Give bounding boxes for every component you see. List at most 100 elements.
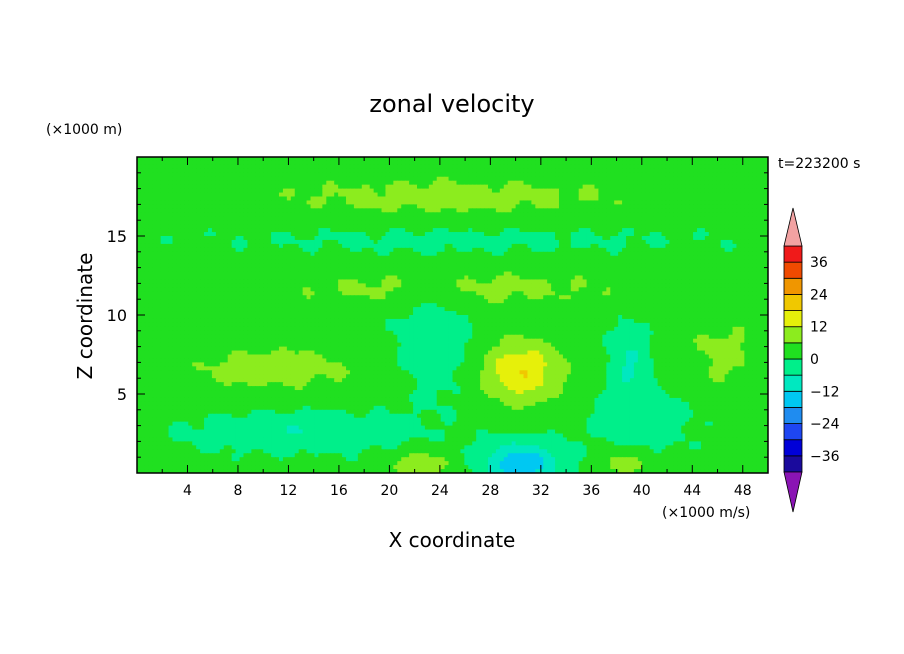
heatmap-cell (314, 224, 320, 229)
heatmap-cell (211, 180, 217, 186)
heatmap-cell (511, 188, 517, 194)
heatmap-cell (152, 279, 158, 284)
heatmap-cell (602, 263, 607, 269)
heatmap-cell (456, 188, 461, 194)
heatmap-cell (708, 168, 714, 174)
heatmap-cell (673, 251, 678, 257)
heatmap-cell (322, 157, 327, 162)
heatmap-cell (448, 180, 454, 186)
heatmap-cell (669, 212, 674, 217)
heatmap-cell (657, 188, 663, 194)
heatmap-cell (562, 271, 568, 277)
heatmap-cell (736, 259, 741, 265)
heatmap-cell (200, 259, 205, 265)
heatmap-cell (369, 243, 375, 249)
heatmap-cell (397, 188, 402, 194)
heatmap-cell (728, 275, 734, 281)
heatmap-cell (369, 247, 375, 253)
heatmap-cell (606, 267, 611, 273)
heatmap-cell (669, 271, 674, 277)
heatmap-cell (495, 224, 501, 229)
heatmap-cell (235, 251, 241, 257)
heatmap-cell (645, 184, 651, 190)
heatmap-cell (657, 212, 663, 217)
heatmap-cell (231, 251, 237, 257)
heatmap-cell (665, 220, 670, 225)
heatmap-cell (432, 255, 438, 261)
heatmap-cell (503, 168, 509, 174)
heatmap-cell (207, 157, 213, 162)
heatmap-cell (693, 188, 698, 194)
heatmap-cell (144, 212, 150, 217)
heatmap-cell (290, 251, 296, 257)
heatmap-cell (626, 271, 631, 277)
heatmap-cell (184, 220, 189, 225)
heatmap-cell (314, 180, 320, 186)
heatmap-cell (558, 176, 564, 182)
heatmap-cell (346, 208, 351, 213)
heatmap-cell (144, 267, 150, 273)
heatmap-cell (349, 220, 355, 225)
heatmap-cell (381, 259, 387, 265)
heatmap-cell (566, 232, 572, 237)
heatmap-cell (669, 192, 674, 198)
heatmap-cell (243, 259, 249, 265)
heatmap-cell (204, 200, 209, 205)
heatmap-cell (468, 188, 473, 194)
heatmap-cell (641, 236, 647, 241)
heatmap-cell (397, 172, 402, 178)
heatmap-cell (424, 176, 430, 182)
heatmap-cell (259, 196, 264, 202)
heatmap-cell (267, 172, 272, 178)
heatmap-cell (551, 196, 556, 202)
heatmap-cell (661, 267, 667, 273)
heatmap-cell (184, 247, 189, 253)
heatmap-cell (294, 164, 300, 170)
heatmap-cell (196, 168, 201, 174)
heatmap-cell (176, 208, 181, 213)
heatmap-cell (491, 247, 497, 253)
heatmap-cell (657, 236, 663, 241)
heatmap-cell (298, 239, 304, 245)
heatmap-cell (200, 212, 205, 217)
heatmap-cell (286, 228, 292, 233)
heatmap-cell (704, 247, 710, 253)
heatmap-cell (219, 271, 225, 277)
heatmap-cell (716, 216, 722, 221)
heatmap-cell (460, 247, 465, 253)
heatmap-cell (637, 160, 643, 166)
heatmap-cell (582, 164, 588, 170)
heatmap-cell (286, 220, 292, 225)
heatmap-cell (231, 212, 237, 217)
heatmap-cell (448, 200, 454, 205)
heatmap-cell (673, 160, 678, 166)
heatmap-cell (243, 192, 249, 198)
heatmap-cell (180, 279, 185, 284)
heatmap-cell (192, 263, 197, 269)
heatmap-cell (704, 168, 710, 174)
heatmap-cell (578, 188, 584, 194)
heatmap-cell (724, 255, 730, 261)
heatmap-cell (172, 255, 178, 261)
heatmap-cell (495, 263, 501, 269)
heatmap-cell (156, 164, 162, 170)
heatmap-cell (452, 188, 458, 194)
heatmap-cell (665, 168, 670, 174)
heatmap-cell (298, 196, 304, 202)
heatmap-cell (535, 212, 540, 217)
heatmap-cell (286, 212, 292, 217)
heatmap-cell (302, 236, 308, 241)
heatmap-cell (298, 200, 304, 205)
heatmap-cell (172, 164, 178, 170)
heatmap-cell (377, 160, 383, 166)
heatmap-cell (271, 224, 276, 229)
heatmap-cell (551, 176, 556, 182)
heatmap-cell (657, 157, 663, 162)
heatmap-cell (476, 243, 481, 249)
heatmap-cell (519, 271, 525, 277)
heatmap-cell (472, 271, 477, 277)
heatmap-cell (744, 172, 749, 178)
heatmap-cell (491, 196, 497, 202)
heatmap-cell (649, 216, 655, 221)
heatmap-cell (263, 168, 268, 174)
